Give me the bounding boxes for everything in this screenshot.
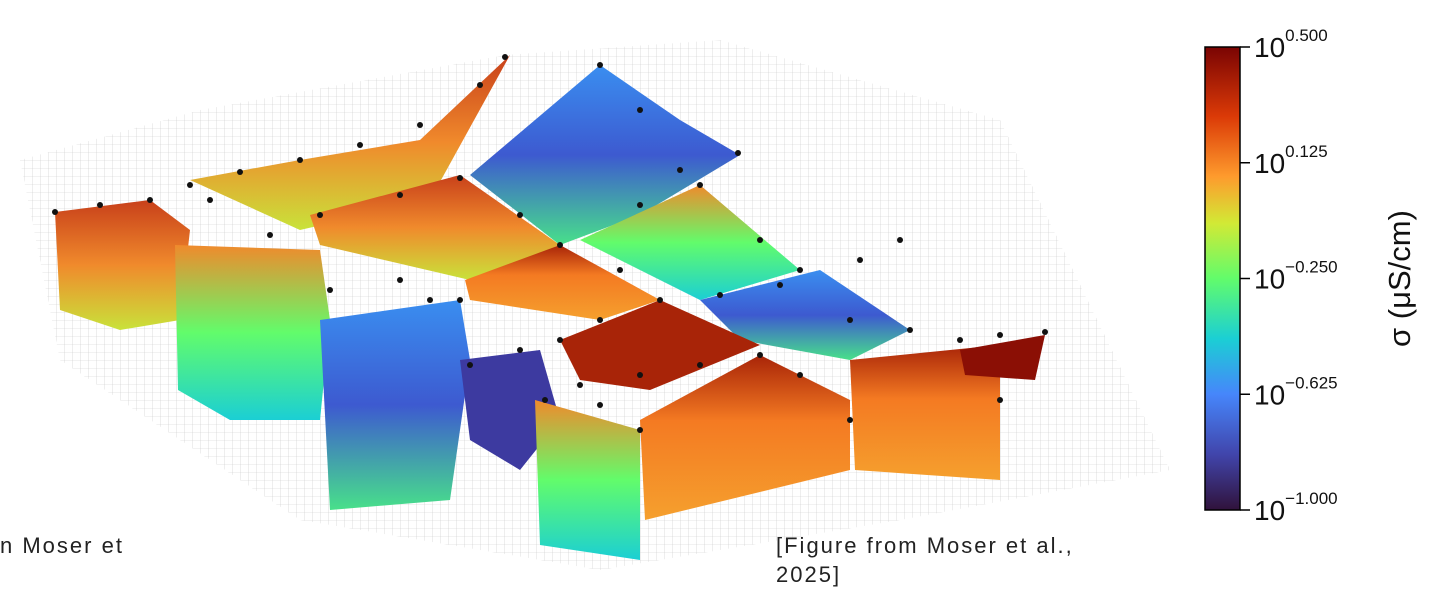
tick-base: 10 xyxy=(1254,32,1285,63)
colorbar-tick-label: 10−0.625 xyxy=(1254,373,1338,410)
colorbar-tick-label: 10−0.250 xyxy=(1254,258,1338,295)
colorbar-tick-label: 100.500 xyxy=(1254,26,1328,63)
caption-right: [Figure from Moser et al., xyxy=(776,533,1074,558)
tick-base: 10 xyxy=(1254,495,1285,526)
caption-left: n Moser et xyxy=(0,533,124,558)
caption-right: 2025] xyxy=(776,562,841,587)
tick-exponent: 0.125 xyxy=(1285,142,1328,161)
colorbar: 100.500100.12510−0.25010−0.62510−1.000σ … xyxy=(1205,26,1417,526)
figure: n Moser et [Figure from Moser et al., 20… xyxy=(0,0,1432,591)
colorbar-label: σ (μS/cm) xyxy=(1382,210,1417,347)
colorbar-gradient xyxy=(1205,47,1240,510)
tick-base: 10 xyxy=(1254,148,1285,179)
tick-exponent: −0.250 xyxy=(1285,258,1337,277)
resistivity-model xyxy=(20,40,1170,570)
tick-exponent: −0.625 xyxy=(1285,373,1337,392)
colorbar-tick-label: 10−1.000 xyxy=(1254,489,1338,526)
colorbar-tick-label: 100.125 xyxy=(1254,142,1328,179)
tick-exponent: −1.000 xyxy=(1285,489,1337,508)
tick-base: 10 xyxy=(1254,379,1285,410)
tick-base: 10 xyxy=(1254,264,1285,295)
tick-exponent: 0.500 xyxy=(1285,26,1328,45)
